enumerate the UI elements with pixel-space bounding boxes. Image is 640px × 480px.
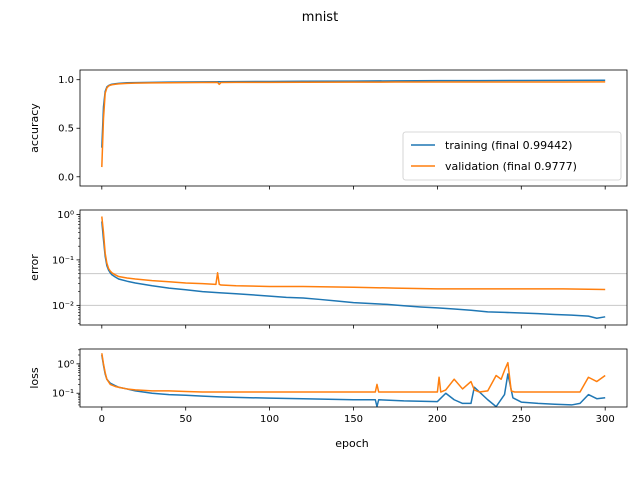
validation-series-line [101,81,606,168]
x-tick-label: 300 [596,414,615,425]
x-tick-label: 200 [428,414,447,425]
y-axis-label: loss [28,367,41,389]
y-tick-label: 0.0 [58,172,74,183]
y-axis-label: accuracy [28,103,41,153]
accuracy-panel: 0.0 0.5 1.0 accuracy training (final 0.99442… [28,69,628,190]
x-tick-label: 250 [512,414,531,425]
chart-title: mnist [302,10,338,25]
validation-series-line [101,353,606,393]
legend-entry-label: validation (final 0.9777) [445,160,577,173]
error-panel: 10⁻² 10⁻¹ 10⁰ error [28,209,628,329]
training-series-line [101,221,606,320]
y-tick-label: 10⁻¹ [52,389,74,400]
validation-series-line [101,216,606,291]
legend-box [402,131,622,181]
y-tick-label: 10⁰ [57,210,74,221]
x-tick-label: 100 [260,414,279,425]
y-tick-label: 1.0 [58,75,74,86]
legend-entry-label: training (final 0.99442) [445,139,572,152]
y-tick-label: 10⁰ [57,359,74,370]
y-tick-label: 10⁻¹ [52,255,74,266]
x-tick-label: 50 [179,414,192,425]
y-tick-label: 10⁻² [52,301,74,312]
x-tick-label: 0 [99,414,105,425]
loss-panel: 0 50 100 150 200 250 300 10⁻¹ 10⁰ loss [28,348,628,425]
y-tick-label: 0.5 [58,124,74,135]
y-axis-label: error [28,254,41,281]
x-axis-label: epoch [335,437,369,450]
x-tick-label: 150 [344,414,363,425]
